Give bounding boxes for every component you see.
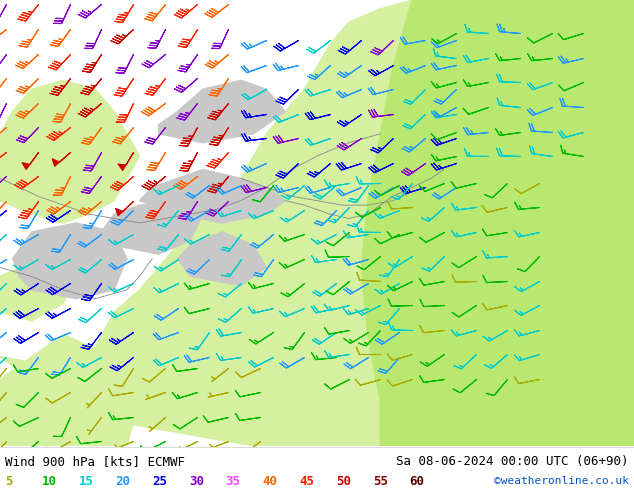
Polygon shape xyxy=(0,259,76,321)
Text: 30: 30 xyxy=(189,475,204,488)
Polygon shape xyxy=(101,201,203,254)
Polygon shape xyxy=(158,80,285,143)
Polygon shape xyxy=(0,80,139,223)
Text: 15: 15 xyxy=(79,475,94,488)
Text: 25: 25 xyxy=(152,475,167,488)
Polygon shape xyxy=(13,223,127,299)
Text: 5: 5 xyxy=(5,475,13,488)
Polygon shape xyxy=(361,0,634,446)
Text: 45: 45 xyxy=(299,475,314,488)
Text: 60: 60 xyxy=(410,475,425,488)
Text: 50: 50 xyxy=(336,475,351,488)
Text: 10: 10 xyxy=(42,475,57,488)
Text: Sa 08-06-2024 00:00 UTC (06+90): Sa 08-06-2024 00:00 UTC (06+90) xyxy=(396,455,629,468)
Polygon shape xyxy=(0,0,634,446)
Text: 40: 40 xyxy=(262,475,278,488)
Polygon shape xyxy=(178,232,266,285)
Polygon shape xyxy=(0,334,139,446)
Polygon shape xyxy=(139,170,285,223)
Text: 20: 20 xyxy=(115,475,131,488)
Text: 55: 55 xyxy=(373,475,388,488)
Text: ©weatheronline.co.uk: ©weatheronline.co.uk xyxy=(494,476,629,486)
Text: 35: 35 xyxy=(226,475,241,488)
Polygon shape xyxy=(444,0,634,98)
Text: Wind 900 hPa [kts] ECMWF: Wind 900 hPa [kts] ECMWF xyxy=(5,455,185,468)
